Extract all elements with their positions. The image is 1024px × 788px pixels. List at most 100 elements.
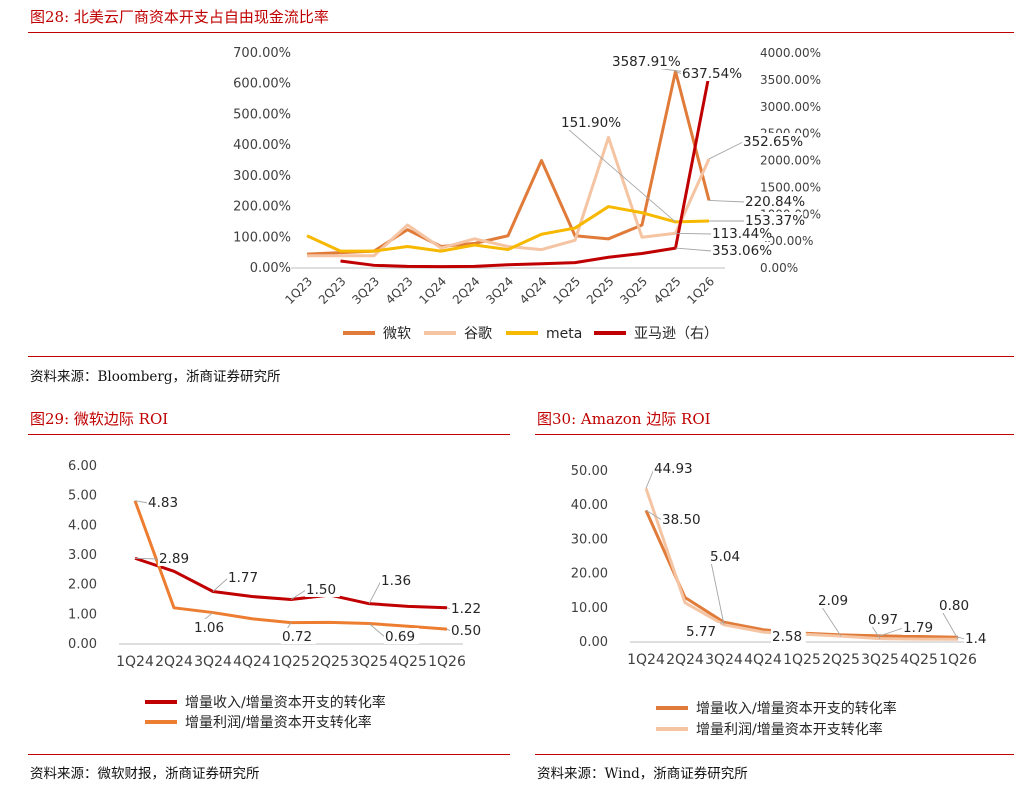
- data-label: 1.4: [965, 631, 986, 647]
- x-tick-label: 4Q25: [900, 652, 938, 668]
- y-tick-label: 0.00%: [250, 261, 291, 276]
- data-label: 1.77: [228, 570, 258, 586]
- fig28-bottom-rule: [28, 356, 1014, 357]
- x-tick-label: 1Q26: [939, 652, 977, 668]
- annotation-leader: [879, 627, 904, 637]
- x-tick-label: 4Q24: [233, 654, 271, 670]
- annotation-bg: [611, 53, 679, 69]
- y-tick-label: 50.00: [571, 464, 608, 479]
- fig28-source: 资料来源：Bloomberg，浙商证券研究所: [30, 369, 281, 385]
- series-line: [307, 135, 711, 258]
- series-line: [306, 205, 710, 253]
- annotation-leader: [368, 623, 386, 638]
- annotation-bg: [147, 494, 182, 510]
- annotation-bg: [227, 569, 262, 585]
- annotation-leader: [645, 468, 655, 489]
- data-label: 151.90%: [561, 115, 621, 131]
- annotation-bg: [964, 630, 991, 646]
- y-tick-label: 400.00%: [233, 138, 291, 153]
- data-label: 1.79: [903, 620, 933, 636]
- y2-tick-label: 0.00%: [760, 261, 798, 275]
- data-label: 0.97: [868, 612, 898, 628]
- y-tick-label: 4.00: [68, 518, 97, 533]
- fig29-bottom-rule: [28, 754, 510, 755]
- data-label: 1.50: [306, 582, 336, 598]
- data-label: 1.36: [381, 573, 411, 589]
- x-tick-label: 3Q24: [194, 654, 232, 670]
- annotation-bg: [653, 460, 696, 476]
- annotation-leader: [134, 557, 160, 560]
- annotation-leader: [290, 589, 307, 600]
- fig30-title: 图30: Amazon 边际 ROI: [537, 410, 711, 428]
- y-tick-label: 6.00: [68, 459, 97, 474]
- x-tick-label: 2Q24: [155, 654, 193, 670]
- x-tick-label: 1Q24: [627, 652, 665, 668]
- y-tick-label: 10.00: [571, 601, 608, 616]
- x-tick-label: 3Q25: [350, 654, 388, 670]
- y2-tick-label: 500.00%: [760, 234, 813, 248]
- annotation-bg: [450, 622, 485, 638]
- data-label: 353.06%: [712, 243, 772, 259]
- legend-label: 微软: [383, 326, 411, 342]
- annotation-bg: [902, 619, 937, 635]
- y-tick-label: 3.00: [68, 548, 97, 563]
- annotation-leader: [675, 247, 713, 252]
- annotation-bg: [867, 611, 902, 627]
- legend-label: 增量收入/增量资本开支的转化率: [185, 694, 386, 711]
- y2-tick-label: 3500.00%: [760, 73, 821, 87]
- annotation-bg: [709, 548, 744, 564]
- data-label: 1.06: [194, 620, 224, 636]
- data-label: 4.83: [148, 495, 178, 511]
- fig28-top-rule: [28, 32, 1014, 33]
- x-tick-label: 1Q25: [783, 652, 821, 668]
- legend-label: 亚马逊（右）: [634, 326, 718, 342]
- data-label: 220.84%: [745, 194, 805, 210]
- data-label: 2.89: [159, 551, 189, 567]
- annotation-leader: [675, 71, 683, 75]
- x-tick-label: 1Q24: [116, 654, 154, 670]
- x-tick-label: 3Q25: [861, 652, 899, 668]
- annotation-leader: [134, 500, 149, 504]
- fig28-title: 图28: 北美云厂商资本开支占自由现金流比率: [30, 8, 329, 26]
- data-label: 38.50: [662, 512, 701, 528]
- legend-label: 增量收入/增量资本开支的转化率: [696, 700, 897, 717]
- y-tick-label: 100.00%: [233, 230, 291, 245]
- data-label: 2.58: [772, 629, 802, 645]
- annotation-leader: [708, 141, 744, 160]
- y-tick-label: 40.00: [571, 498, 608, 513]
- x-tick-label: 4Q24: [744, 652, 782, 668]
- annotation-leader: [560, 122, 676, 223]
- fig30-top-rule: [535, 434, 1014, 435]
- x-tick-label: 2Q24: [666, 652, 704, 668]
- x-tick-label: 2Q25: [822, 652, 860, 668]
- annotation-leader: [708, 199, 746, 203]
- data-label: 5.04: [710, 549, 740, 565]
- annotation-leader: [368, 580, 382, 604]
- legend-label: 增量利润/增量资本开支转化率: [696, 721, 883, 738]
- data-label: 352.65%: [743, 134, 803, 150]
- annotation-leader: [957, 636, 966, 640]
- y-tick-label: 2.00: [68, 578, 97, 593]
- legend-label: 增量利润/增量资本开支转化率: [185, 714, 372, 731]
- x-tick-label: 1Q26: [428, 654, 466, 670]
- x-tick-label: 4Q25: [389, 654, 427, 670]
- legend-label: meta: [546, 326, 582, 342]
- data-label: 5.77: [686, 624, 716, 640]
- annotation-bg: [685, 623, 720, 639]
- annotation-bg: [744, 193, 804, 209]
- annotation-bg: [711, 242, 771, 258]
- annotation-bg: [305, 581, 340, 597]
- annotation-bg: [817, 592, 852, 608]
- y-tick-label: 300.00%: [233, 169, 291, 184]
- data-label: 3587.91%: [612, 54, 681, 70]
- fig30-bottom-rule: [535, 754, 1014, 755]
- x-tick-label: 3Q24: [705, 652, 743, 668]
- y2-tick-label: 3000.00%: [760, 100, 821, 114]
- y-tick-label: 600.00%: [233, 77, 291, 92]
- y-tick-label: 500.00%: [233, 107, 291, 122]
- fig29-top-rule: [28, 434, 510, 435]
- x-tick-label: 2Q25: [311, 654, 349, 670]
- fig29-title: 图29: 微软边际 ROI: [30, 410, 169, 428]
